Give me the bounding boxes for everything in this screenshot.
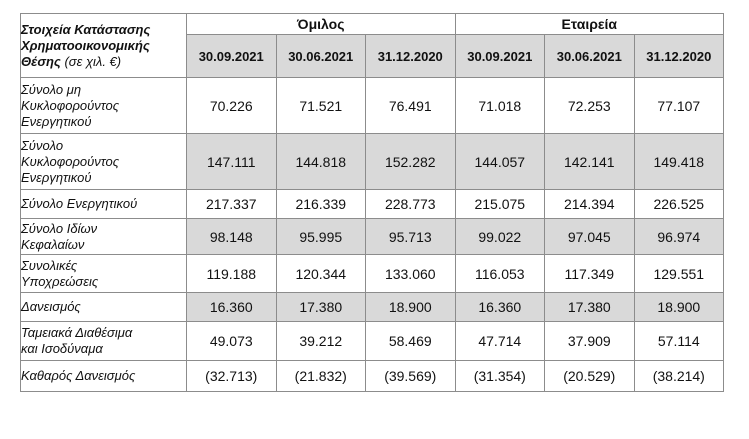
value-cell: 16.360 bbox=[186, 292, 277, 322]
value-cell: 228.773 bbox=[365, 189, 456, 219]
table-row: Σύνολο μη Κυκλοφορούντος Ενεργητικού 70.226… bbox=[20, 77, 725, 134]
value-cell: 16.360 bbox=[454, 292, 546, 322]
value-cell: 214.394 bbox=[544, 189, 635, 219]
value-cell: 149.418 bbox=[633, 133, 725, 190]
row-label: Σύνολο Ιδίων Κεφαλαίων bbox=[20, 218, 187, 255]
value-cell: (32.713) bbox=[186, 360, 277, 392]
row-label-line: Κυκλοφορούντος bbox=[21, 153, 120, 169]
value-cell: 119.188 bbox=[186, 254, 277, 293]
value-cell: 95.713 bbox=[365, 218, 456, 255]
date-header: 30.09.2021 bbox=[186, 34, 277, 78]
value-cell: 49.073 bbox=[186, 321, 277, 361]
value-cell: 147.111 bbox=[186, 133, 277, 190]
value-cell: (39.569) bbox=[365, 360, 456, 392]
date-header: 31.12.2020 bbox=[365, 34, 456, 78]
corner-title-line: Θέσης bbox=[21, 53, 61, 69]
value-cell: (31.354) bbox=[454, 360, 546, 392]
value-cell: 77.107 bbox=[633, 77, 725, 134]
row-label-line: Σύνολο Ενεργητικού bbox=[21, 196, 138, 211]
corner-title-line: Στοιχεία Κατάστασης bbox=[21, 21, 151, 37]
date-header: 30.06.2021 bbox=[275, 34, 366, 78]
value-cell: 18.900 bbox=[365, 292, 456, 322]
value-cell: 99.022 bbox=[454, 218, 546, 255]
table-body: Σύνολο μη Κυκλοφορούντος Ενεργητικού 70.226… bbox=[20, 77, 725, 392]
value-cell: 58.469 bbox=[365, 321, 456, 361]
row-label-line: Υποχρεώσεις bbox=[21, 273, 99, 289]
table-row: Σύνολο Κυκλοφορούντος Ενεργητικού 147.111 14… bbox=[20, 133, 725, 190]
table-row: Καθαρός Δανεισμός (32.713) (21.832) (39.569… bbox=[20, 360, 725, 392]
group-column-header: Όμιλος bbox=[186, 13, 456, 35]
table-group-header-row: Στοιχεία Κατάστασης Χρηματοοικονομικής Θ… bbox=[20, 13, 725, 78]
row-label-line: Κεφαλαίων bbox=[21, 236, 85, 252]
value-cell: 57.114 bbox=[633, 321, 725, 361]
value-cell: 97.045 bbox=[544, 218, 635, 255]
value-cell: 76.491 bbox=[365, 77, 456, 134]
row-label: Ταμειακά Διαθέσιμα και Ισοδύναμα bbox=[20, 321, 187, 361]
row-label: Συνολικές Υποχρεώσεις bbox=[20, 254, 187, 293]
row-label: Σύνολο Κυκλοφορούντος Ενεργητικού bbox=[20, 133, 187, 190]
row-label: Σύνολο Ενεργητικού bbox=[20, 189, 187, 219]
value-cell: 17.380 bbox=[275, 292, 366, 322]
row-label-line: Σύνολο Ιδίων bbox=[21, 220, 98, 236]
table-corner-title: Στοιχεία Κατάστασης Χρηματοοικονομικής Θ… bbox=[20, 13, 187, 78]
value-cell: 142.141 bbox=[544, 133, 635, 190]
value-cell: 133.060 bbox=[365, 254, 456, 293]
value-cell: (38.214) bbox=[633, 360, 725, 392]
value-cell: 217.337 bbox=[186, 189, 277, 219]
value-cell: 129.551 bbox=[633, 254, 725, 293]
value-cell: 152.282 bbox=[365, 133, 456, 190]
row-label: Καθαρός Δανεισμός bbox=[20, 360, 187, 392]
table-row: Ταμειακά Διαθέσιμα και Ισοδύναμα 49.073 39.… bbox=[20, 321, 725, 361]
row-label-line: και Ισοδύναμα bbox=[21, 341, 103, 356]
company-column-header: Εταιρεία bbox=[454, 13, 725, 35]
table-row: Δανεισμός 16.360 17.380 18.900 16.360 17.380 1… bbox=[20, 292, 725, 322]
value-cell: 71.521 bbox=[275, 77, 366, 134]
row-label-line: Κυκλοφορούντος bbox=[21, 97, 120, 113]
corner-unit: (σε χιλ. €) bbox=[64, 53, 122, 69]
row-label-line: Καθαρός Δανεισμός bbox=[21, 368, 136, 383]
value-cell: 47.714 bbox=[454, 321, 546, 361]
date-header: 30.09.2021 bbox=[454, 34, 546, 78]
row-label-line: Ενεργητικού bbox=[21, 113, 92, 129]
corner-title-line: Χρηματοοικονομικής bbox=[21, 37, 150, 53]
value-cell: 117.349 bbox=[544, 254, 635, 293]
date-header: 31.12.2020 bbox=[633, 34, 725, 78]
value-cell: (20.529) bbox=[544, 360, 635, 392]
value-cell: 120.344 bbox=[275, 254, 366, 293]
table-row: Σύνολο Ιδίων Κεφαλαίων 98.148 95.995 95.713 9… bbox=[20, 218, 725, 255]
row-label-line: Σύνολο bbox=[21, 137, 64, 153]
value-cell: 37.909 bbox=[544, 321, 635, 361]
table-date-header-row: 30.09.2021 30.06.2021 31.12.2020 30.09.2… bbox=[21, 34, 725, 78]
value-cell: 144.057 bbox=[454, 133, 546, 190]
table-row: Συνολικές Υποχρεώσεις 119.188 120.344 133.06… bbox=[20, 254, 725, 293]
financial-position-table: Στοιχεία Κατάστασης Χρηματοοικονομικής Θ… bbox=[20, 13, 725, 392]
value-cell: 226.525 bbox=[633, 189, 725, 219]
value-cell: 71.018 bbox=[454, 77, 546, 134]
row-label-line: Δανεισμός bbox=[21, 299, 81, 314]
table-row: Σύνολο Ενεργητικού 217.337 216.339 228.773 2… bbox=[20, 189, 725, 219]
row-label-line: Ταμειακά Διαθέσιμα bbox=[21, 325, 133, 340]
value-cell: (21.832) bbox=[275, 360, 366, 392]
value-cell: 98.148 bbox=[186, 218, 277, 255]
value-cell: 17.380 bbox=[544, 292, 635, 322]
row-label: Σύνολο μη Κυκλοφορούντος Ενεργητικού bbox=[20, 77, 187, 134]
value-cell: 96.974 bbox=[633, 218, 725, 255]
value-cell: 116.053 bbox=[454, 254, 546, 293]
row-label: Δανεισμός bbox=[20, 292, 187, 322]
value-cell: 72.253 bbox=[544, 77, 635, 134]
value-cell: 144.818 bbox=[275, 133, 366, 190]
value-cell: 39.212 bbox=[275, 321, 366, 361]
row-label-line: Σύνολο μη bbox=[21, 81, 82, 97]
value-cell: 18.900 bbox=[633, 292, 725, 322]
row-label-line: Ενεργητικού bbox=[21, 169, 92, 185]
value-cell: 216.339 bbox=[275, 189, 366, 219]
row-label-line: Συνολικές bbox=[21, 257, 78, 273]
value-cell: 215.075 bbox=[454, 189, 546, 219]
date-header: 30.06.2021 bbox=[544, 34, 635, 78]
value-cell: 70.226 bbox=[186, 77, 277, 134]
value-cell: 95.995 bbox=[275, 218, 366, 255]
